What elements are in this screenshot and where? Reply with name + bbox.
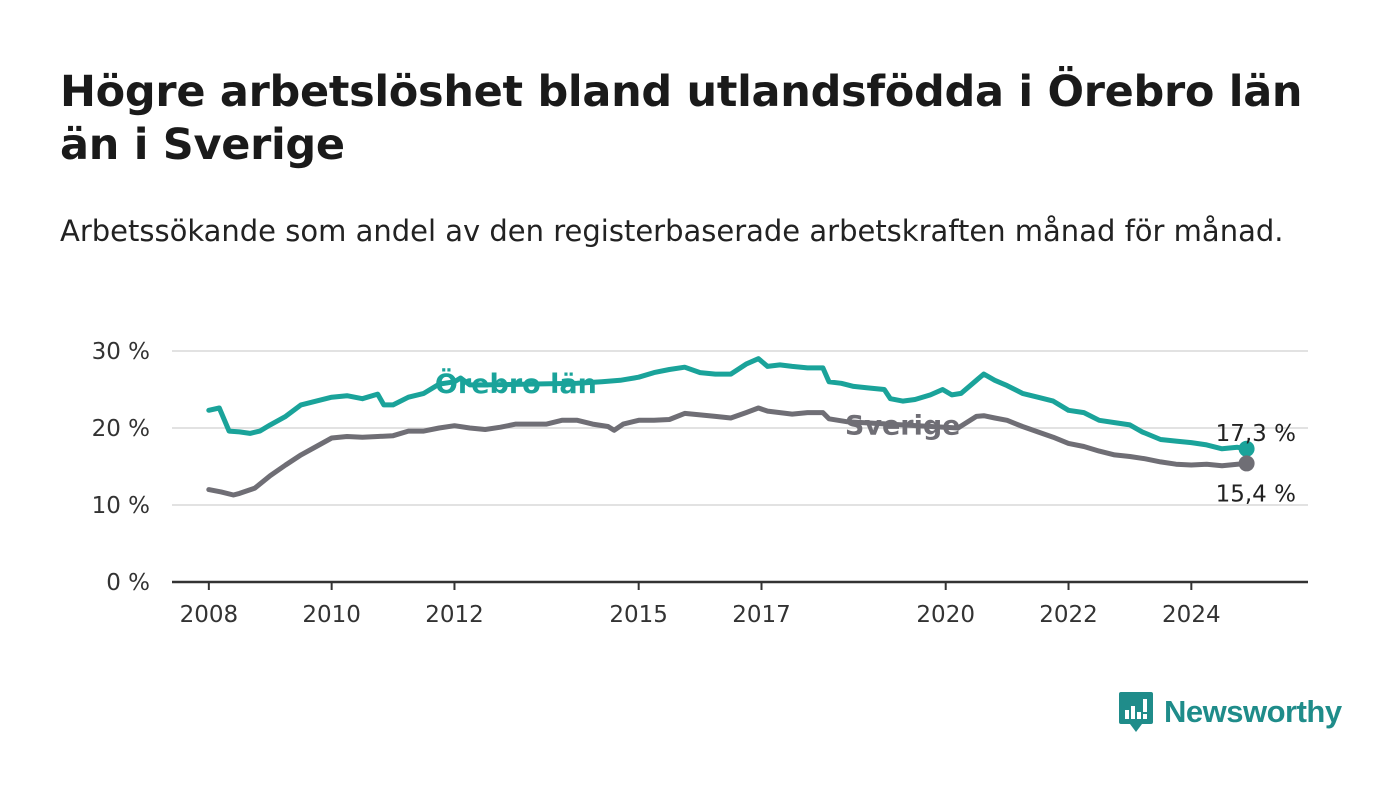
x-tick-label: 2010 xyxy=(302,602,361,628)
x-tick-label: 2008 xyxy=(180,602,239,628)
chart-title: Högre arbetslöshet bland utlandsfödda i … xyxy=(60,67,1303,170)
x-tick-label: 2017 xyxy=(732,602,791,628)
y-tick-label: 20 % xyxy=(92,416,150,442)
x-tick-label: 2024 xyxy=(1162,602,1221,628)
series-name-label: Sverige xyxy=(845,411,961,442)
series-end-point xyxy=(1238,440,1255,457)
x-tick-label: 2020 xyxy=(916,602,975,628)
series-labels: Örebro län 17,3 % Sverige 15,4 % xyxy=(435,367,1296,507)
series-name-label: Örebro län xyxy=(435,367,597,400)
newsworthy-icon xyxy=(1119,692,1153,732)
series-end-point xyxy=(1238,455,1255,472)
series-end-value-label: 15,4 % xyxy=(1216,481,1296,507)
x-tick-label: 2015 xyxy=(609,602,668,628)
series-line-0 xyxy=(206,356,1250,452)
x-axis-ticks: 2008 2010 2012 2015 2017 2020 2022 2024 xyxy=(180,582,1221,628)
series-end-value-label: 17,3 % xyxy=(1216,421,1296,447)
brand-name: Newsworthy xyxy=(1164,694,1342,729)
series-lines xyxy=(206,356,1255,498)
x-tick-label: 2022 xyxy=(1039,602,1098,628)
y-tick-label: 0 % xyxy=(106,570,150,596)
newsworthy-logo: Newsworthy xyxy=(1118,690,1342,734)
grid-lines xyxy=(172,350,1308,584)
chart-subtitle: Arbetssökande som andel av den registerb… xyxy=(60,214,1284,248)
series-line-1 xyxy=(206,405,1250,498)
y-tick-label: 30 % xyxy=(92,339,150,365)
y-tick-label: 10 % xyxy=(92,493,150,519)
y-axis-ticks: 0 % 10 % 20 % 30 % xyxy=(92,339,150,596)
line-chart: 0 % 10 % 20 % 30 % 2008 2010 2012 2015 2017 2020… xyxy=(92,339,1308,628)
x-tick-label: 2012 xyxy=(425,602,484,628)
